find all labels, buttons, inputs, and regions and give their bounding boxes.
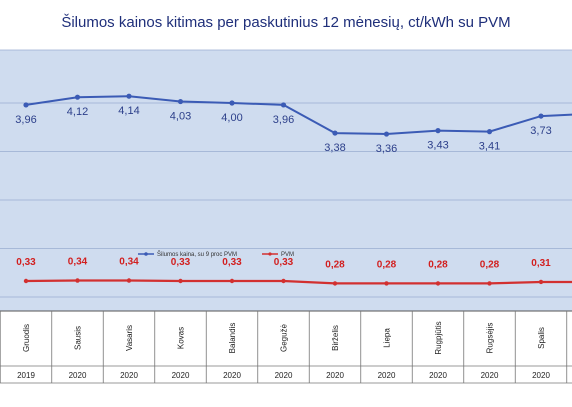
data-label: 0,28 [428,259,448,270]
category-label: Spalis [537,327,546,349]
series-line [25,95,572,136]
data-point [126,93,132,99]
data-label: 0,33 [16,257,36,268]
data-point [538,113,544,119]
data-point [23,278,29,284]
data-point [538,279,544,285]
data-label: 3,43 [427,140,448,152]
data-point [229,100,235,106]
data-label: 3,96 [15,114,36,126]
year-label: 2020 [378,371,396,380]
legend-label: PVM [281,252,294,258]
data-label: 4,12 [67,106,88,118]
data-point [384,281,389,286]
data-point [229,278,235,284]
year-label: 2020 [429,371,447,380]
category-label: Vasaris [125,325,134,351]
chart-title: Šilumos kainos kitimas per paskutinius 1… [61,14,511,31]
data-label: 0,33 [171,257,191,268]
year-label: 2020 [223,371,241,380]
data-point [23,102,29,108]
data-point [177,98,184,105]
data-point [486,129,493,135]
data-label: 3,96 [273,114,294,126]
data-point [75,278,80,283]
plot-background [0,50,572,311]
category-label: Gegužė [280,323,289,352]
data-point [435,281,441,286]
data-label: 3,36 [376,143,397,155]
category-label: Liepa [383,328,392,348]
legend-marker [268,252,272,256]
data-label: 4,03 [170,111,191,123]
year-label: 2020 [532,371,550,380]
category-label: Balandis [228,323,237,354]
data-point [178,278,183,284]
category-label: Birželis [331,325,340,351]
category-label: Rugpjūtis [434,321,443,354]
data-label: 4,14 [118,105,139,117]
year-label: 2019 [17,371,35,380]
data-label: 0,28 [325,259,345,270]
data-label: 0,28 [480,259,500,270]
data-label: 0,33 [274,257,294,268]
year-label: 2020 [275,371,293,380]
data-point [383,131,390,137]
series-line [25,279,572,285]
year-label: 2020 [120,371,138,380]
legend-marker [144,252,148,256]
data-label: 3,41 [479,141,500,153]
data-point [332,281,338,286]
data-label: 0,34 [119,257,139,268]
year-label: 2020 [326,371,344,380]
data-label: 3,38 [324,142,345,154]
year-label: 2020 [69,371,87,380]
category-label: Rugsėjis [486,323,495,354]
legend-label: Šilumos kaina, su 9 proc PVM [157,251,237,258]
data-point [435,128,441,134]
year-label: 2020 [481,371,499,380]
data-label: 0,34 [68,257,88,268]
data-label: 0,33 [222,257,242,268]
data-point [280,102,287,108]
data-point [487,281,492,286]
data-label: 0,28 [377,259,397,270]
data-point [332,130,338,136]
data-label: 3,73 [530,125,551,137]
category-label: Kovas [177,327,186,349]
category-label: Gruodis [22,324,31,352]
data-point [281,278,286,284]
data-label: 0,31 [531,258,551,269]
data-label: 4,00 [221,112,242,124]
data-point [74,94,81,100]
year-label: 2020 [172,371,190,380]
category-label: Sausis [74,326,83,350]
data-point [126,278,132,283]
legend: Šilumos kaina, su 9 proc PVM PVM [138,251,294,258]
